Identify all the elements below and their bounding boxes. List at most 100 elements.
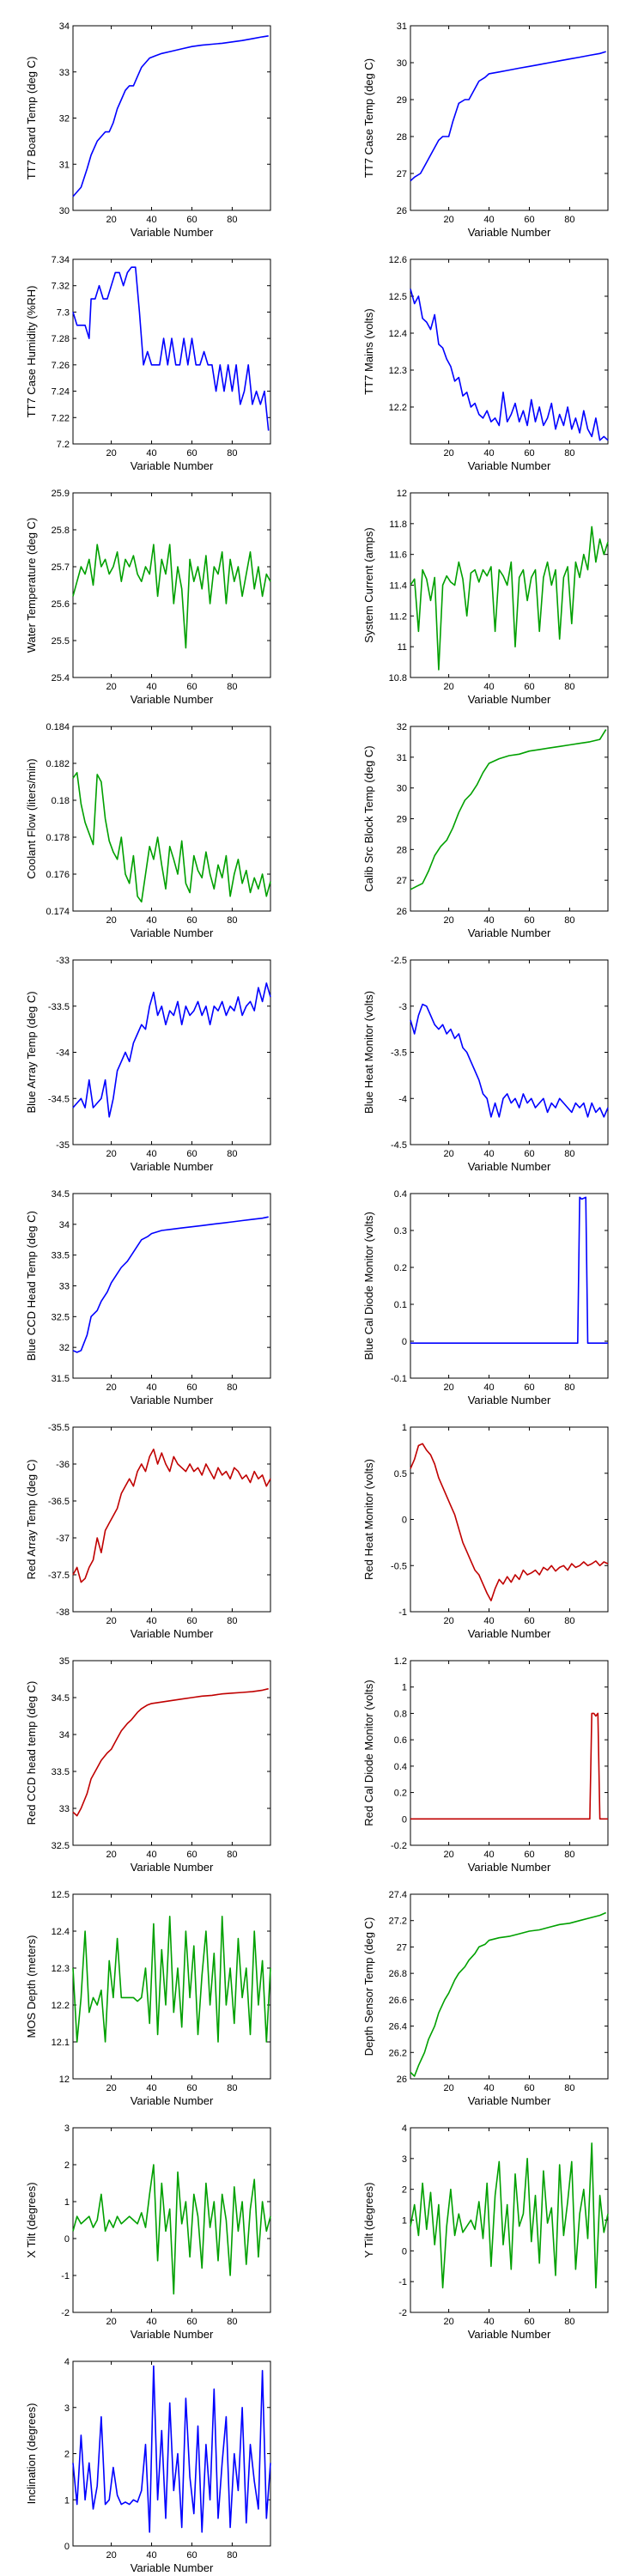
y-tick-label: 29 [397,815,407,825]
x-tick-label: 20 [443,1850,453,1860]
x-tick-label: 20 [443,1149,453,1159]
x-tick-label: 60 [524,215,534,225]
y-tick-label: -4 [398,1094,407,1104]
series-line [410,51,606,182]
axes-box [410,25,609,211]
y-tick-label: 10.8 [389,673,407,683]
y-tick-label: 3 [64,2123,70,2134]
y-tick-label: -33 [56,956,70,966]
y-tick-label: 0.8 [394,1709,407,1719]
y-tick-label: 7.34 [52,255,70,265]
y-tick-label: 30 [397,58,407,69]
axes-box [410,1193,609,1379]
x-tick-label: 20 [106,1149,116,1159]
y-tick-label: 12 [397,489,407,499]
series-line [72,1916,271,2043]
y-tick-label: 12.1 [52,2038,70,2048]
axes-box [72,2127,271,2313]
x-tick-label: 20 [106,1382,116,1393]
x-tick-label: 40 [146,682,156,692]
axes-box [410,959,609,1145]
x-tick-label: 80 [227,915,237,926]
x-tick-label: 40 [483,1382,494,1393]
y-tick-label: 33.5 [52,1251,70,1261]
x-tick-label: 80 [564,2317,574,2327]
chart-panel: 20 40 60 80 -35 -34.5 -34 -33.5 -33 Variable Numb… [25,956,271,1173]
chart-panel: 20 40 60 80 26 27 28 29 30 31 32 Variable Number Cal… [362,722,609,939]
x-tick-label: 40 [146,1149,156,1159]
x-tick-label: 80 [564,915,574,926]
series-line [410,2142,609,2289]
series-line [72,266,270,431]
x-tick-label: 20 [106,1850,116,1860]
y-tick-label: 0.176 [46,870,70,880]
x-tick-label: 80 [564,215,574,225]
x-tick-label: 20 [443,448,453,459]
y-tick-label: 0 [402,2246,407,2257]
y-tick-label: -0.2 [391,1841,407,1851]
y-tick-label: 1 [402,2216,407,2227]
y-tick-label: 30 [59,206,70,216]
series-line [72,2164,271,2295]
y-axis-label: Red Cal Diode Monitor (volts) [362,1680,375,1826]
y-tick-label: 26.4 [389,2022,407,2032]
y-tick-label: -4.5 [391,1140,407,1151]
y-tick-label: 12.5 [52,1890,70,1900]
y-tick-label: 34 [59,21,70,32]
chart-panel: 20 40 60 80 -0.2 0 0.2 0.4 0.6 0.8 1 1.2 Variable Nu… [362,1656,609,1874]
x-tick-label: 40 [146,915,156,926]
y-tick-label: 28 [397,132,407,143]
x-tick-label: 80 [564,1382,574,1393]
y-axis-label: MOS Depth (meters) [25,1935,38,2038]
y-tick-label: -34.5 [48,1094,70,1104]
x-tick-label: 60 [524,2083,534,2093]
y-tick-label: 26.8 [389,1969,407,1979]
y-tick-label: 0.18 [52,796,70,806]
x-tick-label: 80 [227,1616,237,1626]
x-axis-label: Variable Number [468,226,551,239]
y-tick-label: -2 [61,2308,70,2318]
x-tick-label: 40 [483,448,494,459]
axes-box [410,1893,609,2080]
y-tick-label: 7.22 [52,413,70,423]
x-tick-label: 60 [524,1149,534,1159]
x-axis-label: Variable Number [468,1861,551,1874]
y-tick-label: 29 [397,95,407,106]
x-axis-label: Variable Number [468,2094,551,2107]
x-tick-label: 60 [524,1616,534,1626]
x-axis-label: Variable Number [131,693,214,706]
x-tick-label: 40 [146,215,156,225]
y-tick-label: 34 [59,1220,70,1230]
y-axis-label: Inclination (degrees) [25,2403,38,2505]
x-tick-label: 20 [106,2550,116,2561]
axes-box [410,726,609,912]
x-tick-label: 60 [186,2083,197,2093]
x-tick-label: 40 [146,2083,156,2093]
chart-panel: 20 40 60 80 -0.1 0 0.1 0.2 0.3 0.4 Variable Number… [362,1189,609,1406]
y-tick-label: 0 [64,2542,70,2552]
y-tick-label: 32 [397,722,407,732]
y-tick-label: 11.6 [389,550,407,561]
axes-box [410,1426,609,1613]
y-tick-label: 11.2 [389,611,407,622]
x-tick-label: 40 [146,448,156,459]
axes-box [410,258,609,445]
y-tick-label: 33 [59,1804,70,1814]
y-tick-label: 0.1 [394,1300,407,1310]
y-axis-label: TT7 Mains (volts) [362,308,375,394]
y-axis-label: Depth Sensor Temp (deg C) [362,1917,375,2057]
y-tick-label: 28 [397,845,407,855]
x-tick-label: 20 [106,215,116,225]
y-tick-label: -1 [398,1607,407,1618]
x-tick-label: 80 [227,1149,237,1159]
y-tick-label: 25.8 [52,526,70,536]
chart-panel: 20 40 60 80 26 26.2 26.4 26.6 26.8 27 27.2 27.4 Vari… [362,1890,609,2107]
chart-panel: 20 40 60 80 25.4 25.5 25.6 25.7 25.8 25.9 Variable… [25,489,271,706]
x-tick-label: 40 [483,1850,494,1860]
y-tick-label: 4 [402,2123,407,2134]
y-tick-label: 0.5 [394,1469,407,1479]
series-line [410,1196,608,1344]
y-tick-label: 12.4 [52,1927,70,1937]
y-tick-label: -33.5 [48,1002,70,1012]
x-axis-label: Variable Number [131,226,214,239]
